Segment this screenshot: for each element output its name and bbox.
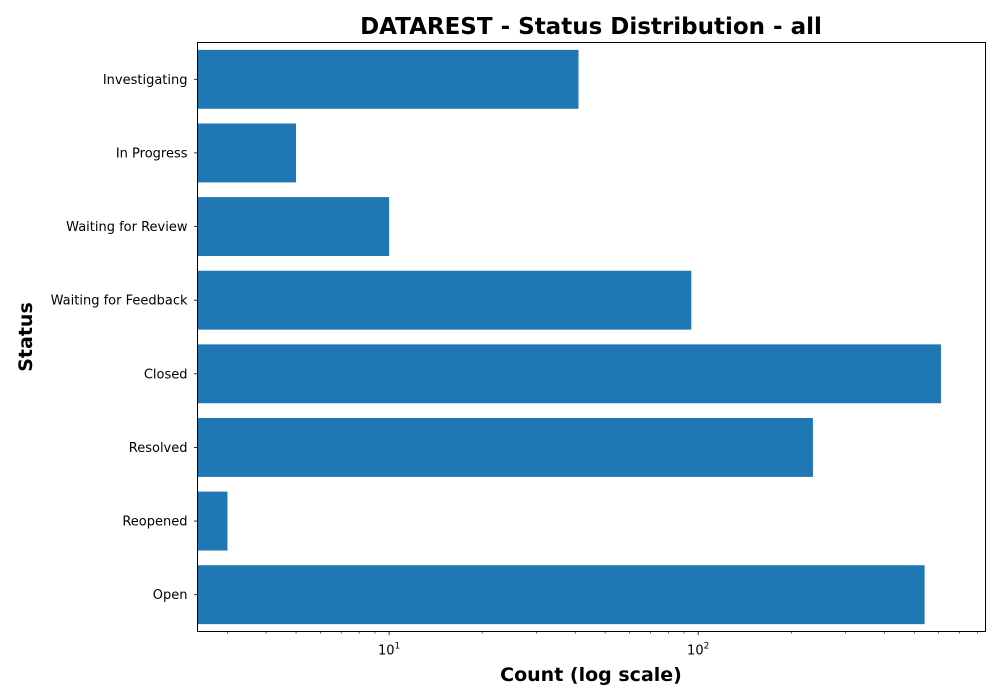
- bar-open: [197, 565, 925, 625]
- bar-waiting-for-feedback: [197, 270, 692, 330]
- bar-in-progress: [197, 123, 297, 183]
- y-tick-label: Resolved: [129, 441, 188, 456]
- y-tick-label: Closed: [144, 367, 188, 382]
- plot-frame: [197, 42, 986, 632]
- y-tick-label: Open: [153, 588, 188, 603]
- y-tick-label: Waiting for Feedback: [51, 294, 188, 309]
- x-axis-label: Count (log scale): [500, 664, 682, 686]
- bar-closed: [197, 344, 941, 404]
- bar-reopened: [197, 491, 228, 551]
- x-tick-label: 102: [687, 642, 709, 659]
- bar-investigating: [197, 49, 579, 109]
- y-tick-label: Reopened: [122, 515, 187, 530]
- y-tick-label: In Progress: [116, 146, 188, 161]
- x-ticks-group: 101 102: [227, 631, 978, 659]
- bars-group: [197, 49, 941, 625]
- y-ticks-group: Investigating In Progress Waiting for Revi…: [51, 73, 198, 603]
- bar-waiting-for-review: [197, 197, 390, 257]
- y-tick-label: Investigating: [103, 73, 188, 88]
- x-tick-label: 101: [378, 642, 400, 659]
- bar-resolved: [197, 417, 813, 477]
- y-axis-label: Status: [15, 302, 37, 372]
- chart-title: DATAREST - Status Distribution - all: [360, 14, 822, 40]
- y-tick-label: Waiting for Review: [66, 220, 188, 235]
